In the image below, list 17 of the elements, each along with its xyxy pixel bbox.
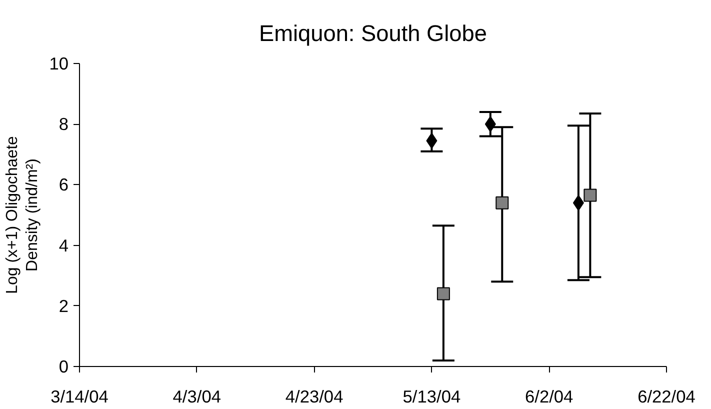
chart-title: Emiquon: South Globe <box>259 20 487 46</box>
y-tick-label: 6 <box>58 174 69 195</box>
y-tick-label: 10 <box>49 54 69 74</box>
point <box>584 188 597 202</box>
x-tick-label: 3/14/04 <box>50 386 109 406</box>
point <box>436 287 450 300</box>
x-tick-label: 5/13/04 <box>402 386 461 406</box>
y-tick-label: 0 <box>58 356 69 376</box>
y-tick-label: 8 <box>58 114 69 134</box>
x-tick-label: 6/22/04 <box>638 386 696 406</box>
point <box>496 196 509 210</box>
y-axis-title: Log (x+1) Oligochaete Density (ind/m²) <box>4 136 42 294</box>
y-tick-label: 2 <box>58 296 69 316</box>
y-tick-label: 4 <box>58 235 69 256</box>
x-tick-label: 6/2/04 <box>525 386 574 406</box>
x-tick-label: 4/23/04 <box>285 386 344 406</box>
x-tick-label: 4/3/04 <box>172 386 222 406</box>
